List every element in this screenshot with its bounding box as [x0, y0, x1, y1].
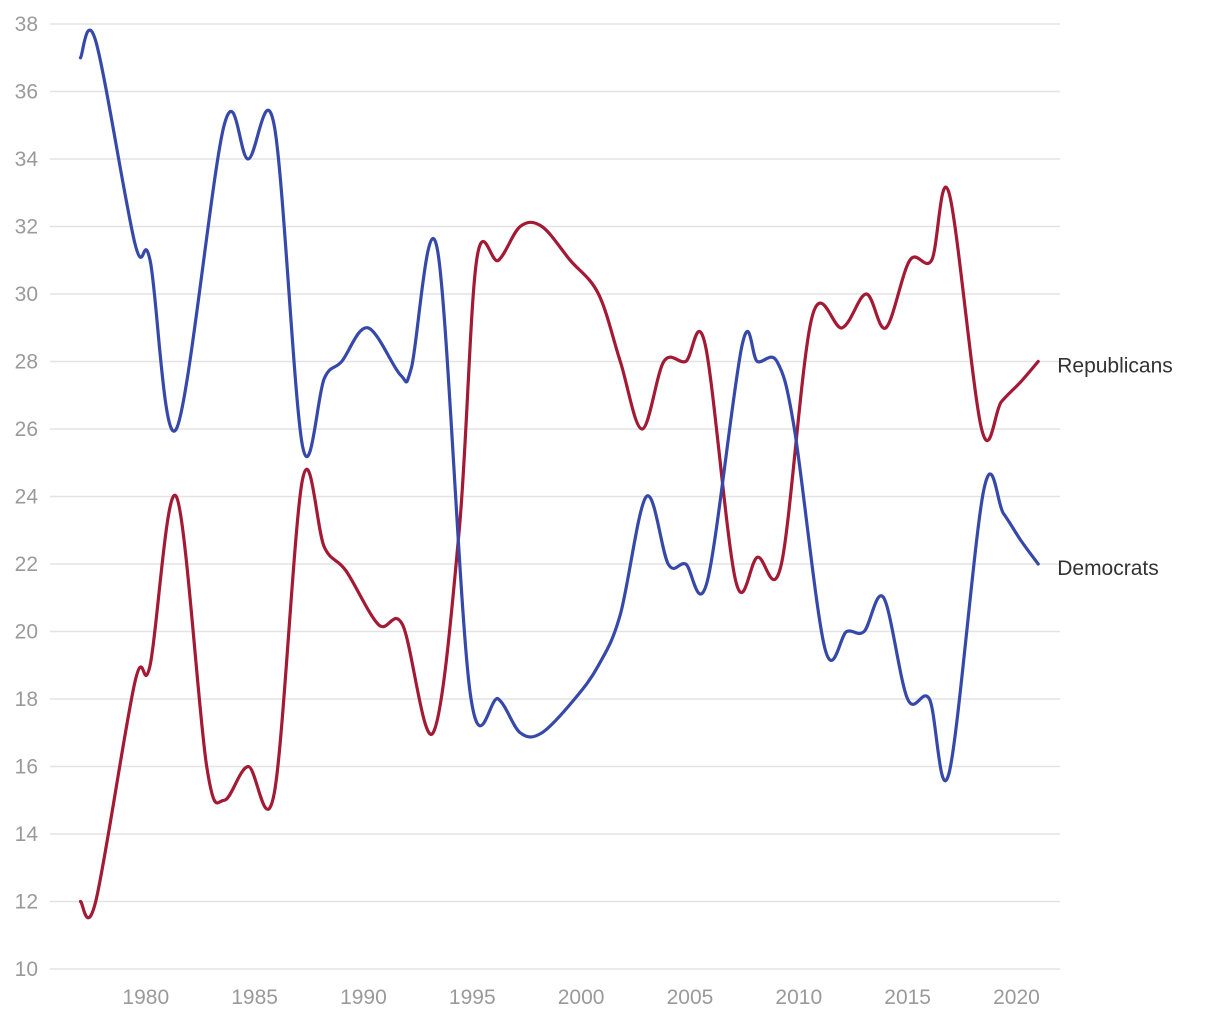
- x-tick-label: 1995: [449, 986, 496, 1009]
- x-tick-label: 2020: [993, 986, 1040, 1009]
- y-tick-label: 34: [15, 148, 39, 171]
- y-tick-label: 14: [15, 823, 39, 846]
- x-tick-label: 2005: [667, 986, 714, 1009]
- y-tick-label: 38: [15, 13, 38, 36]
- y-tick-label: 28: [15, 351, 38, 374]
- x-tick-label: 2000: [558, 986, 605, 1009]
- y-tick-label: 16: [15, 756, 38, 779]
- y-tick-label: 22: [15, 553, 38, 576]
- y-tick-label: 10: [15, 958, 38, 981]
- x-tick-label: 1980: [122, 986, 169, 1009]
- x-tick-label: 1990: [340, 986, 387, 1009]
- y-tick-label: 18: [15, 688, 38, 711]
- y-tick-label: 24: [15, 486, 39, 509]
- y-tick-label: 30: [15, 283, 38, 306]
- y-tick-label: 26: [15, 418, 38, 441]
- y-axis-ticks: 10 12 14 16 18 20 22 24 26 28 30 32 34 36 38: [15, 13, 39, 981]
- x-tick-label: 2015: [884, 986, 931, 1009]
- y-gridlines: [50, 23, 1060, 970]
- x-tick-label: 1985: [231, 986, 278, 1009]
- y-tick-label: 12: [15, 891, 38, 914]
- series-label-democrats: Democrats: [1057, 557, 1159, 580]
- x-tick-label: 2010: [775, 986, 822, 1009]
- series-line-democrats: [78, 28, 1040, 783]
- series-line-republicans: [78, 185, 1040, 920]
- series-lines: [78, 28, 1040, 920]
- series-end-labels: Republicans Democrats: [1057, 355, 1173, 581]
- y-tick-label: 20: [15, 621, 38, 644]
- y-tick-label: 36: [15, 81, 38, 104]
- x-axis-ticks: 1980 1985 1990 1995 2000 2005 2010 2015 2020: [122, 986, 1039, 1009]
- series-label-republicans: Republicans: [1057, 355, 1173, 378]
- y-tick-label: 32: [15, 216, 38, 239]
